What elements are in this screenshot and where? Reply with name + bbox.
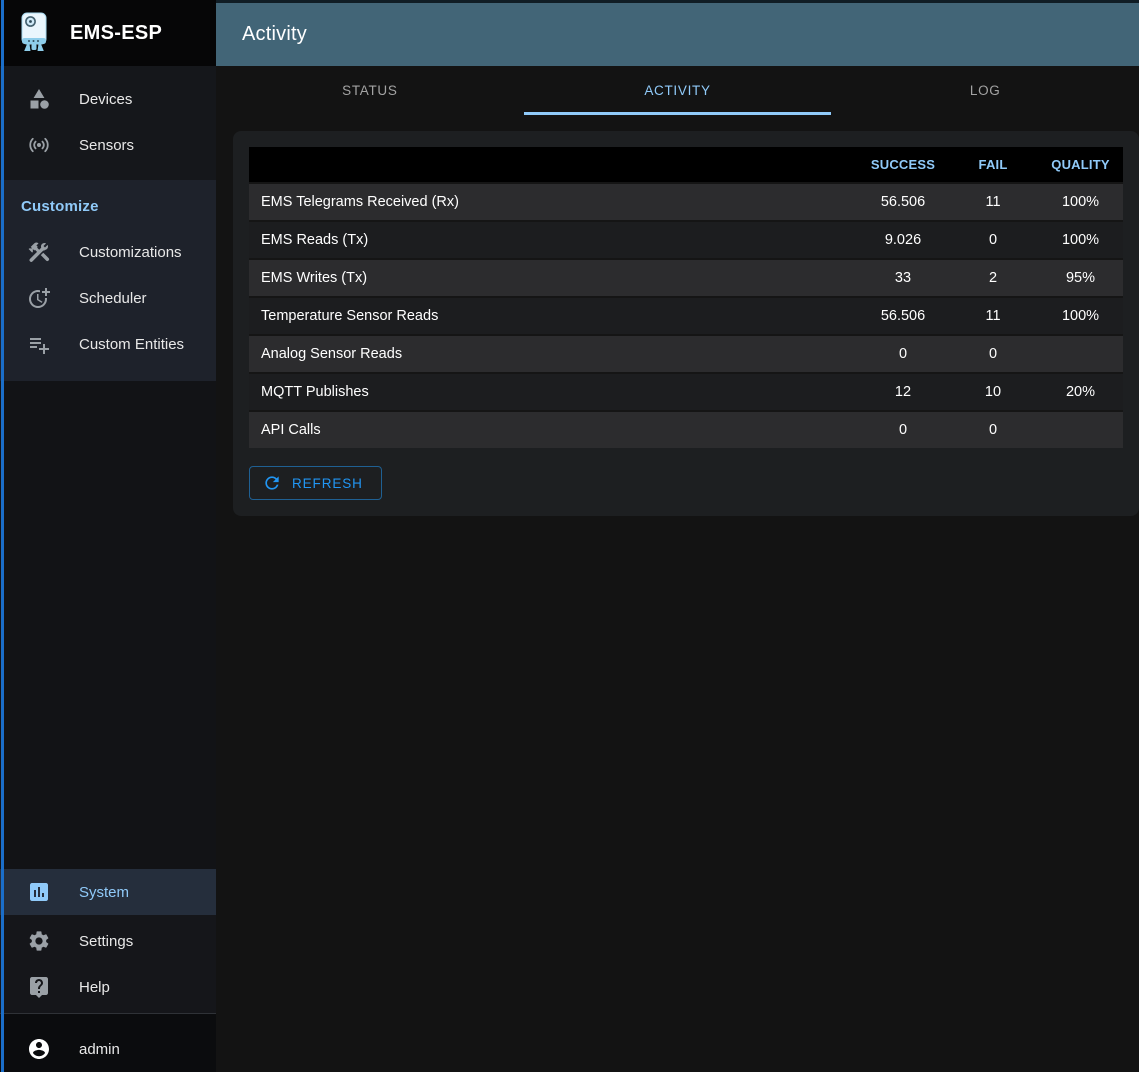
fail-value: 2 [988,270,998,286]
sidebar-item-label: Customizations [79,243,182,261]
fail-value: 10 [984,384,1002,400]
help-icon [27,975,51,999]
sidebar-customize-section: Customize Customizations [0,180,216,381]
quality-value: 100% [1061,308,1100,324]
gear-icon [27,929,51,953]
fail-value: 11 [985,194,1001,210]
sidebar-item-label: admin [79,1040,120,1058]
success-value: 9.026 [884,232,922,248]
success-value: 0 [898,346,908,362]
header-fail: FAIL [978,157,1008,172]
sidebar-item-label: Scheduler [79,289,147,307]
sidebar-item-label: Help [79,978,110,996]
header-quality: QUALITY [1051,157,1110,172]
bar-chart-icon [27,880,51,904]
sidebar-item-devices[interactable]: Devices [0,76,216,122]
table-row: Temperature Sensor Reads 56.506 11 100% [249,297,1123,335]
sidebar-item-label: Custom Entities [79,335,185,353]
activity-card: SUCCESS FAIL QUALITY EMS Telegrams Recei… [233,131,1139,516]
fail-value: 0 [988,232,998,248]
success-value: 56.506 [880,194,926,210]
success-value: 0 [898,422,908,438]
header-success: SUCCESS [870,157,936,172]
quality-value [1038,335,1123,373]
sidebar-user-section: admin [0,1013,216,1072]
tab-status[interactable]: STATUS [342,83,398,98]
devices-icon [27,87,51,111]
metric-label: MQTT Publishes [261,384,369,400]
success-value: 12 [894,384,912,400]
clock-plus-icon [27,286,51,310]
sidebar-item-sensors[interactable]: Sensors [0,122,216,168]
sidebar-bottom-menu: Settings Help [0,915,216,1013]
table-row: EMS Writes (Tx) 33 2 95% [249,259,1123,297]
table-row: Analog Sensor Reads 0 0 [249,335,1123,373]
fail-value: 0 [988,346,998,362]
sidebar-item-custom-entities[interactable]: Custom Entities [0,321,216,367]
sidebar-item-label: Sensors [79,136,135,154]
sidebar-item-system[interactable]: System [0,869,216,915]
sidebar-item-scheduler[interactable]: Scheduler [0,275,216,321]
boiler-logo-icon [16,11,52,55]
appbar: Activity [216,0,1139,66]
app-logo-area[interactable]: EMS-ESP [0,0,216,66]
sidebar: EMS-ESP Devices [0,0,216,1072]
quality-value: 95% [1065,270,1096,286]
sidebar-main-menu: Devices Sensors [0,66,216,180]
quality-value: 100% [1061,194,1100,210]
playlist-add-icon [27,332,51,356]
quality-value [1038,411,1123,448]
tab-log[interactable]: LOG [969,83,1001,98]
table-row: MQTT Publishes 12 10 20% [249,373,1123,411]
sidebar-item-label: Devices [79,90,133,108]
sensors-icon [27,133,51,157]
tab-activity[interactable]: ACTIVITY [524,66,832,115]
metric-label: EMS Reads (Tx) [261,232,369,248]
sidebar-item-user[interactable]: admin [0,1026,216,1072]
table-row: EMS Reads (Tx) 9.026 0 100% [249,221,1123,259]
quality-value: 100% [1061,232,1100,248]
metric-label: Temperature Sensor Reads [261,308,439,324]
account-circle-icon [27,1037,51,1061]
fail-value: 11 [985,308,1001,324]
tools-icon [27,240,51,264]
tab-bar: STATUS ACTIVITY LOG [216,66,1139,115]
sidebar-item-help[interactable]: Help [0,964,216,1010]
header-metric [249,147,858,183]
success-value: 56.506 [880,308,926,324]
quality-value: 20% [1065,384,1096,400]
metric-label: EMS Writes (Tx) [261,270,368,286]
metric-label: EMS Telegrams Received (Rx) [261,194,459,210]
table-row: API Calls 0 0 [249,411,1123,448]
sidebar-item-customizations[interactable]: Customizations [0,229,216,275]
sidebar-item-settings[interactable]: Settings [0,918,216,964]
app-title: EMS-ESP [70,21,163,44]
fail-value: 0 [988,422,998,438]
table-header-row: SUCCESS FAIL QUALITY [249,147,1123,183]
sidebar-item-label: System [79,883,130,901]
metric-label: Analog Sensor Reads [261,346,403,362]
success-value: 33 [894,270,912,286]
sidebar-item-label: Settings [79,932,134,950]
window-edge [1,0,4,1072]
refresh-button-label: REFRESH [292,475,363,491]
main-content: Activity STATUS ACTIVITY LOG SUCCESS FAI… [216,0,1139,1072]
page-title: Activity [242,23,307,45]
sidebar-spacer [0,381,216,869]
table-row: EMS Telegrams Received (Rx) 56.506 11 10… [249,183,1123,221]
activity-table: SUCCESS FAIL QUALITY EMS Telegrams Recei… [249,147,1123,448]
customize-section-header: Customize [21,198,99,215]
refresh-button[interactable]: REFRESH [249,466,382,500]
refresh-icon [262,473,282,493]
metric-label: API Calls [261,422,321,438]
